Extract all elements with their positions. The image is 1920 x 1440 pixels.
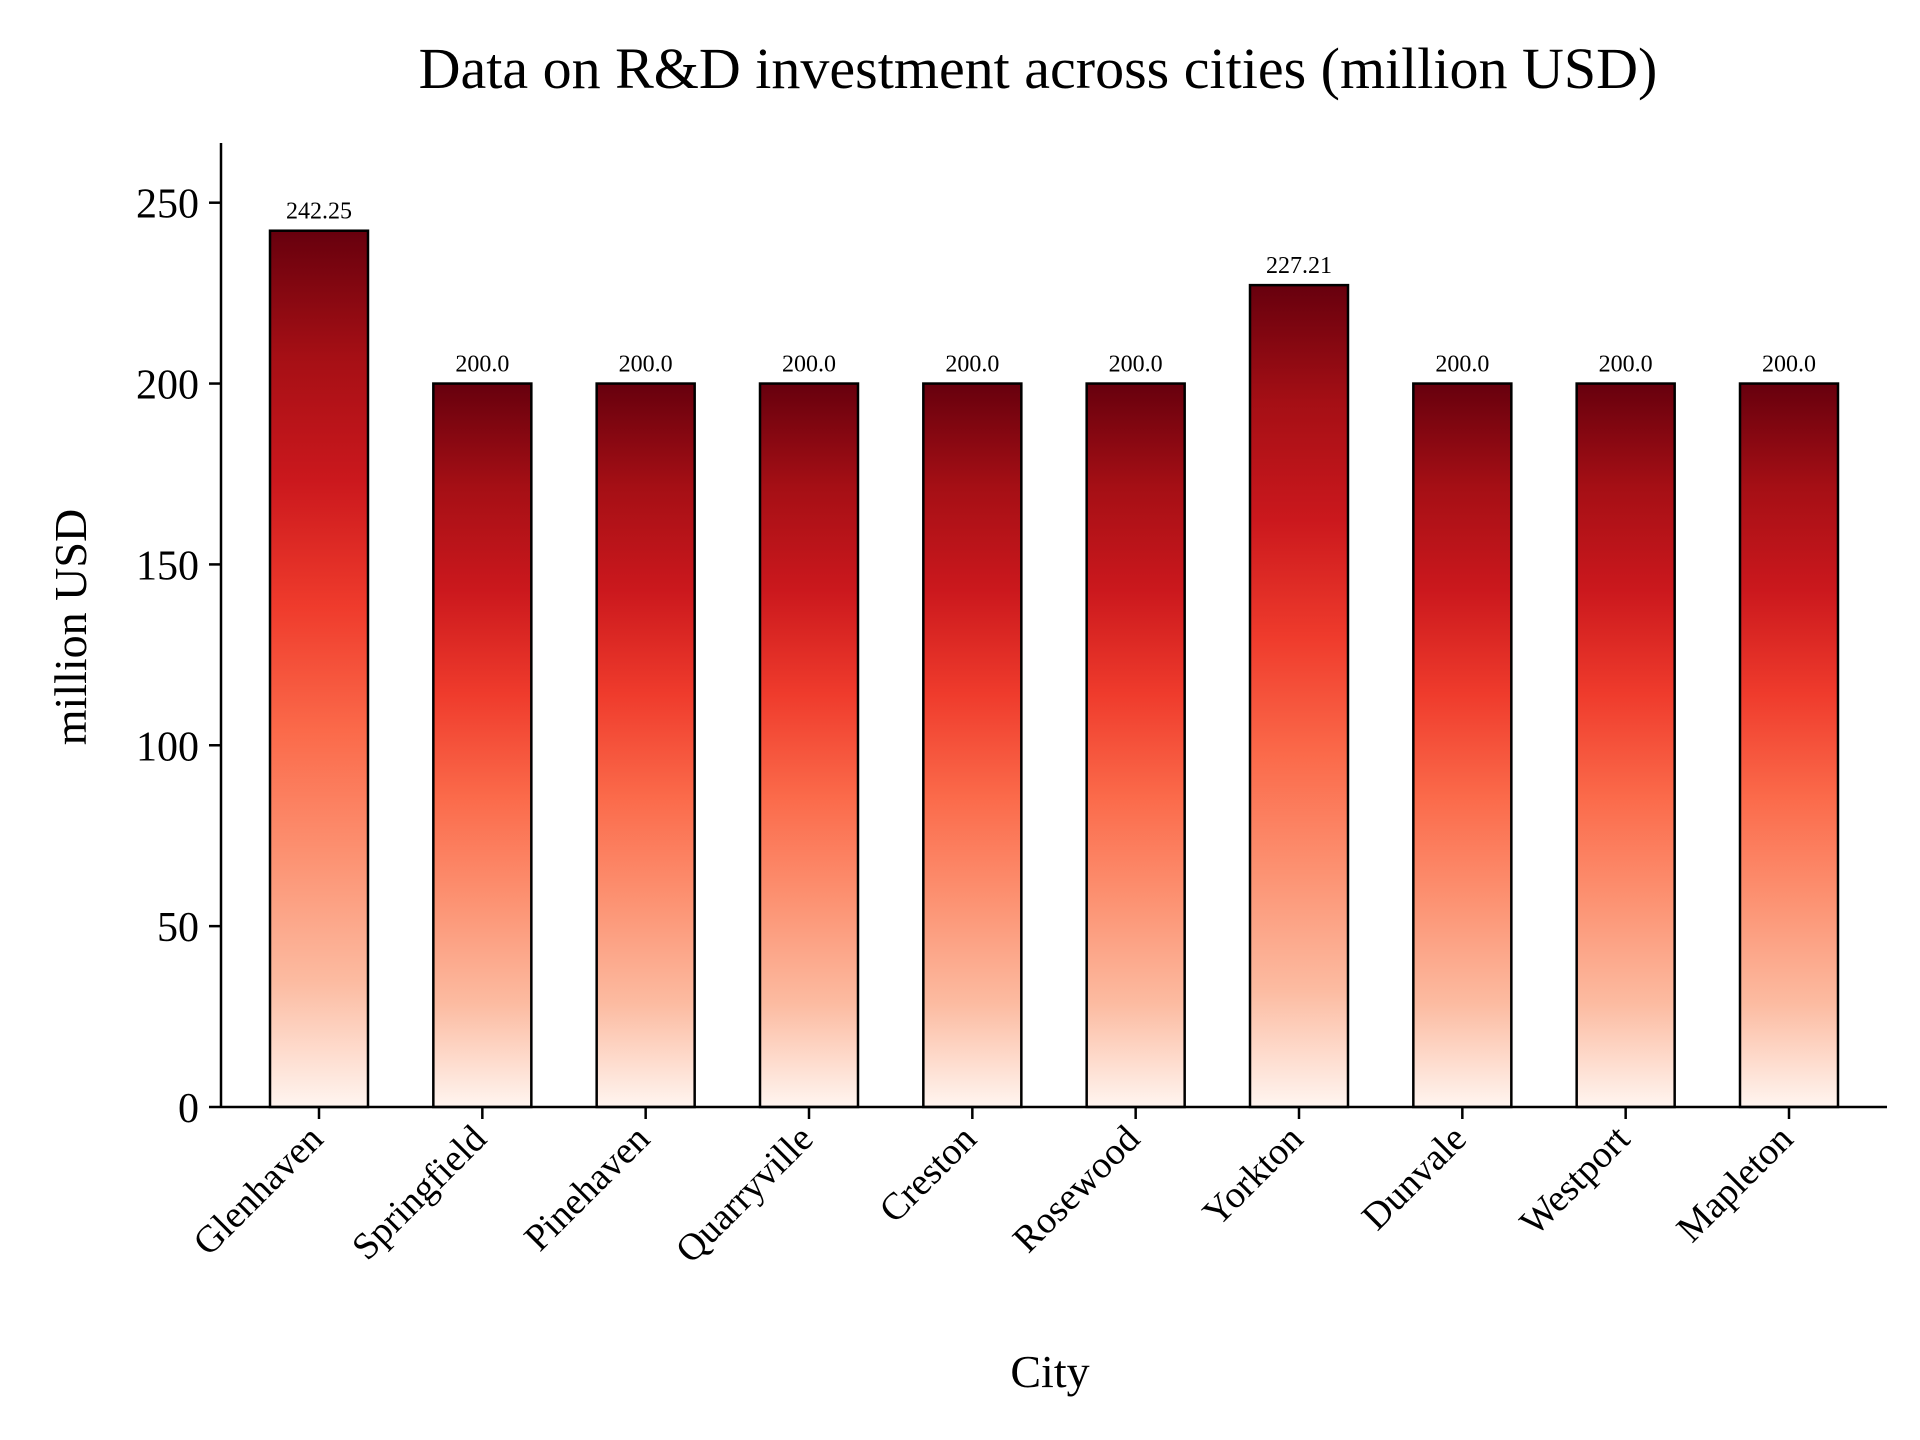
y-tick-label: 150: [136, 543, 199, 589]
x-tick-label-springfield: Springfield: [344, 1118, 495, 1269]
x-axis: Glenhaven Springfield Pinehaven Quarryville…: [185, 1105, 1887, 1272]
x-tick-label-mapleton: Mapleton: [1669, 1118, 1802, 1251]
data-label-westport: 200.0: [1599, 352, 1653, 378]
data-label-creston: 200.0: [945, 352, 999, 378]
bar-rosewood: [1085, 382, 1186, 1109]
x-tick-label-westport: Westport: [1512, 1117, 1638, 1243]
data-label-yorkton: 227.21: [1266, 253, 1332, 279]
data-label-dunvale: 200.0: [1435, 352, 1489, 378]
x-tick-label-pinehaven: Pinehaven: [516, 1118, 658, 1260]
bar-dunvale: [1412, 382, 1513, 1109]
data-label-mapleton: 200.0: [1762, 352, 1816, 378]
data-label-springfield: 200.0: [455, 352, 509, 378]
bar-mapleton: [1738, 382, 1840, 1109]
bars-group: 242.25 200.0 200.0 200.0 200.0 200.0 227.21 200…: [268, 199, 1840, 1109]
y-axis-label: million USD: [45, 509, 96, 745]
x-tick-label-creston: Creston: [871, 1118, 984, 1231]
y-tick-label: 0: [178, 1086, 199, 1132]
x-tick-label-rosewood: Rosewood: [1005, 1118, 1148, 1261]
y-tick-label: 200: [136, 363, 199, 409]
x-tick-label-quarryville: Quarryville: [668, 1118, 822, 1272]
bar-pinehaven: [595, 382, 696, 1109]
bar-creston: [922, 382, 1023, 1109]
x-tick-label-dunvale: Dunvale: [1354, 1118, 1475, 1239]
y-axis: 0 50 100 150 200 250: [136, 143, 223, 1132]
x-tick-label-yorkton: Yorkton: [1195, 1118, 1312, 1235]
data-label-quarryville: 200.0: [782, 352, 836, 378]
y-tick-label: 250: [136, 182, 199, 228]
chart-title: Data on R&D investment across cities (mi…: [419, 36, 1658, 101]
x-tick-label-glenhaven: Glenhaven: [185, 1118, 331, 1264]
bar-westport: [1575, 382, 1676, 1109]
data-label-rosewood: 200.0: [1109, 352, 1163, 378]
data-label-pinehaven: 200.0: [619, 352, 673, 378]
y-tick-label: 100: [136, 724, 199, 770]
bar-glenhaven: [268, 229, 370, 1109]
bar-yorkton: [1248, 283, 1350, 1109]
bar-springfield: [432, 382, 533, 1109]
x-axis-label: City: [1010, 1346, 1089, 1397]
bar-quarryville: [758, 382, 860, 1109]
data-label-glenhaven: 242.25: [286, 199, 352, 225]
y-tick-label: 50: [157, 905, 199, 951]
